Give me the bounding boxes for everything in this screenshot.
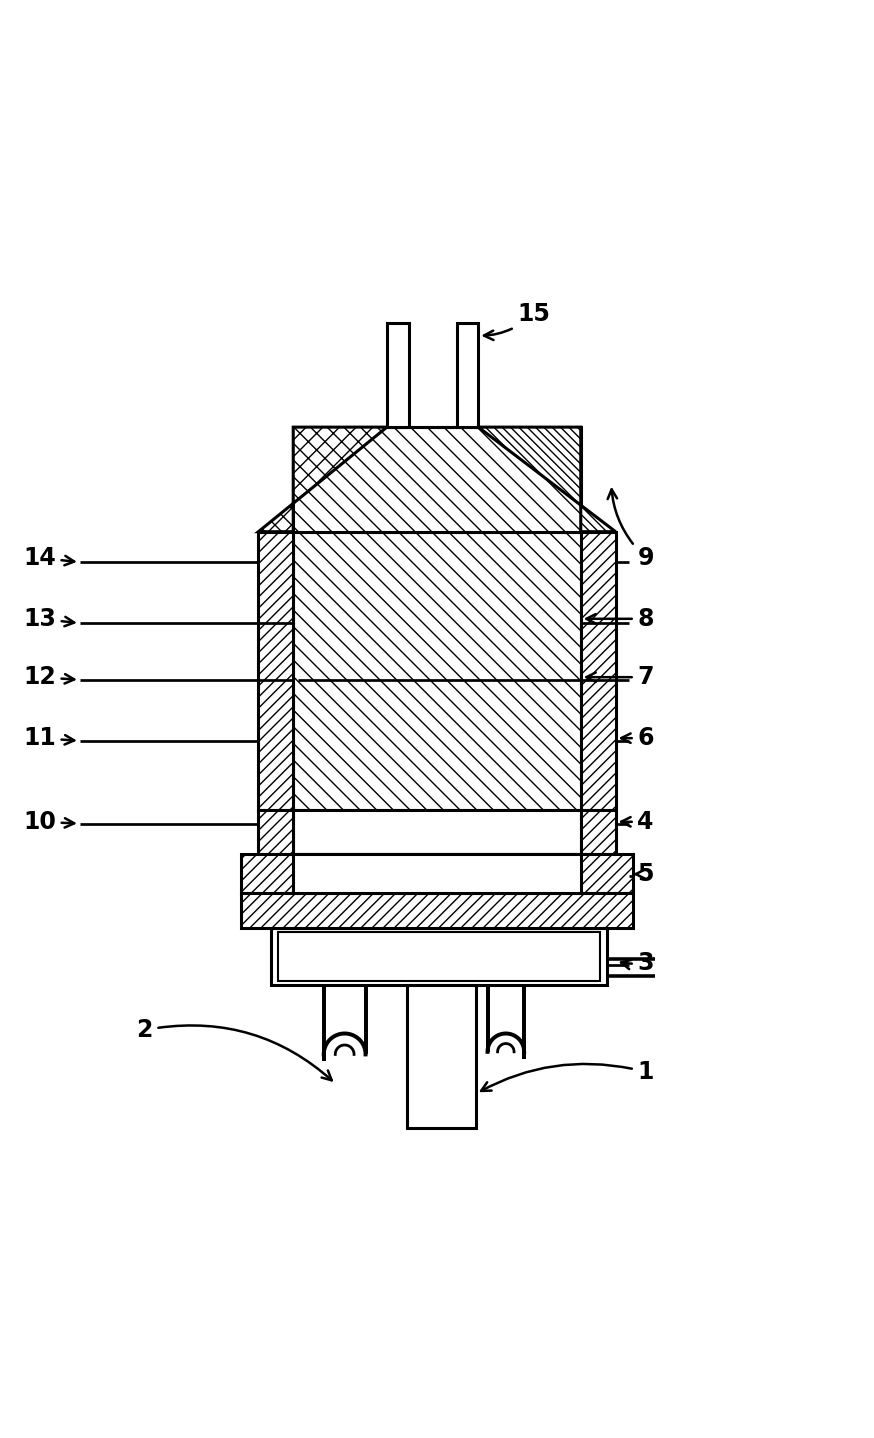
Text: 12: 12 <box>24 666 74 689</box>
Text: 1: 1 <box>481 1060 654 1091</box>
Text: 3: 3 <box>621 951 654 975</box>
Bar <box>272 928 607 985</box>
Text: 2: 2 <box>136 1018 332 1080</box>
Text: 11: 11 <box>24 726 74 751</box>
Bar <box>241 854 633 893</box>
Bar <box>406 985 476 1129</box>
Text: 8: 8 <box>586 607 654 631</box>
Text: 14: 14 <box>24 546 74 569</box>
Bar <box>294 811 580 854</box>
Bar <box>294 854 580 893</box>
Bar <box>259 532 294 811</box>
Bar <box>294 532 580 811</box>
Bar <box>241 893 633 928</box>
Text: 10: 10 <box>24 810 74 834</box>
Bar <box>259 811 294 854</box>
Polygon shape <box>259 427 387 532</box>
Polygon shape <box>478 427 615 532</box>
Polygon shape <box>294 427 580 532</box>
Text: 6: 6 <box>621 726 654 751</box>
Bar <box>279 932 600 981</box>
Text: 5: 5 <box>635 861 654 886</box>
Bar <box>456 322 478 427</box>
Text: 7: 7 <box>586 666 654 689</box>
Bar <box>387 322 409 427</box>
Text: 4: 4 <box>621 810 654 834</box>
Bar <box>580 532 615 811</box>
Bar <box>580 811 615 854</box>
Text: 13: 13 <box>24 607 74 631</box>
Text: 9: 9 <box>607 489 654 569</box>
Text: 15: 15 <box>484 302 550 339</box>
